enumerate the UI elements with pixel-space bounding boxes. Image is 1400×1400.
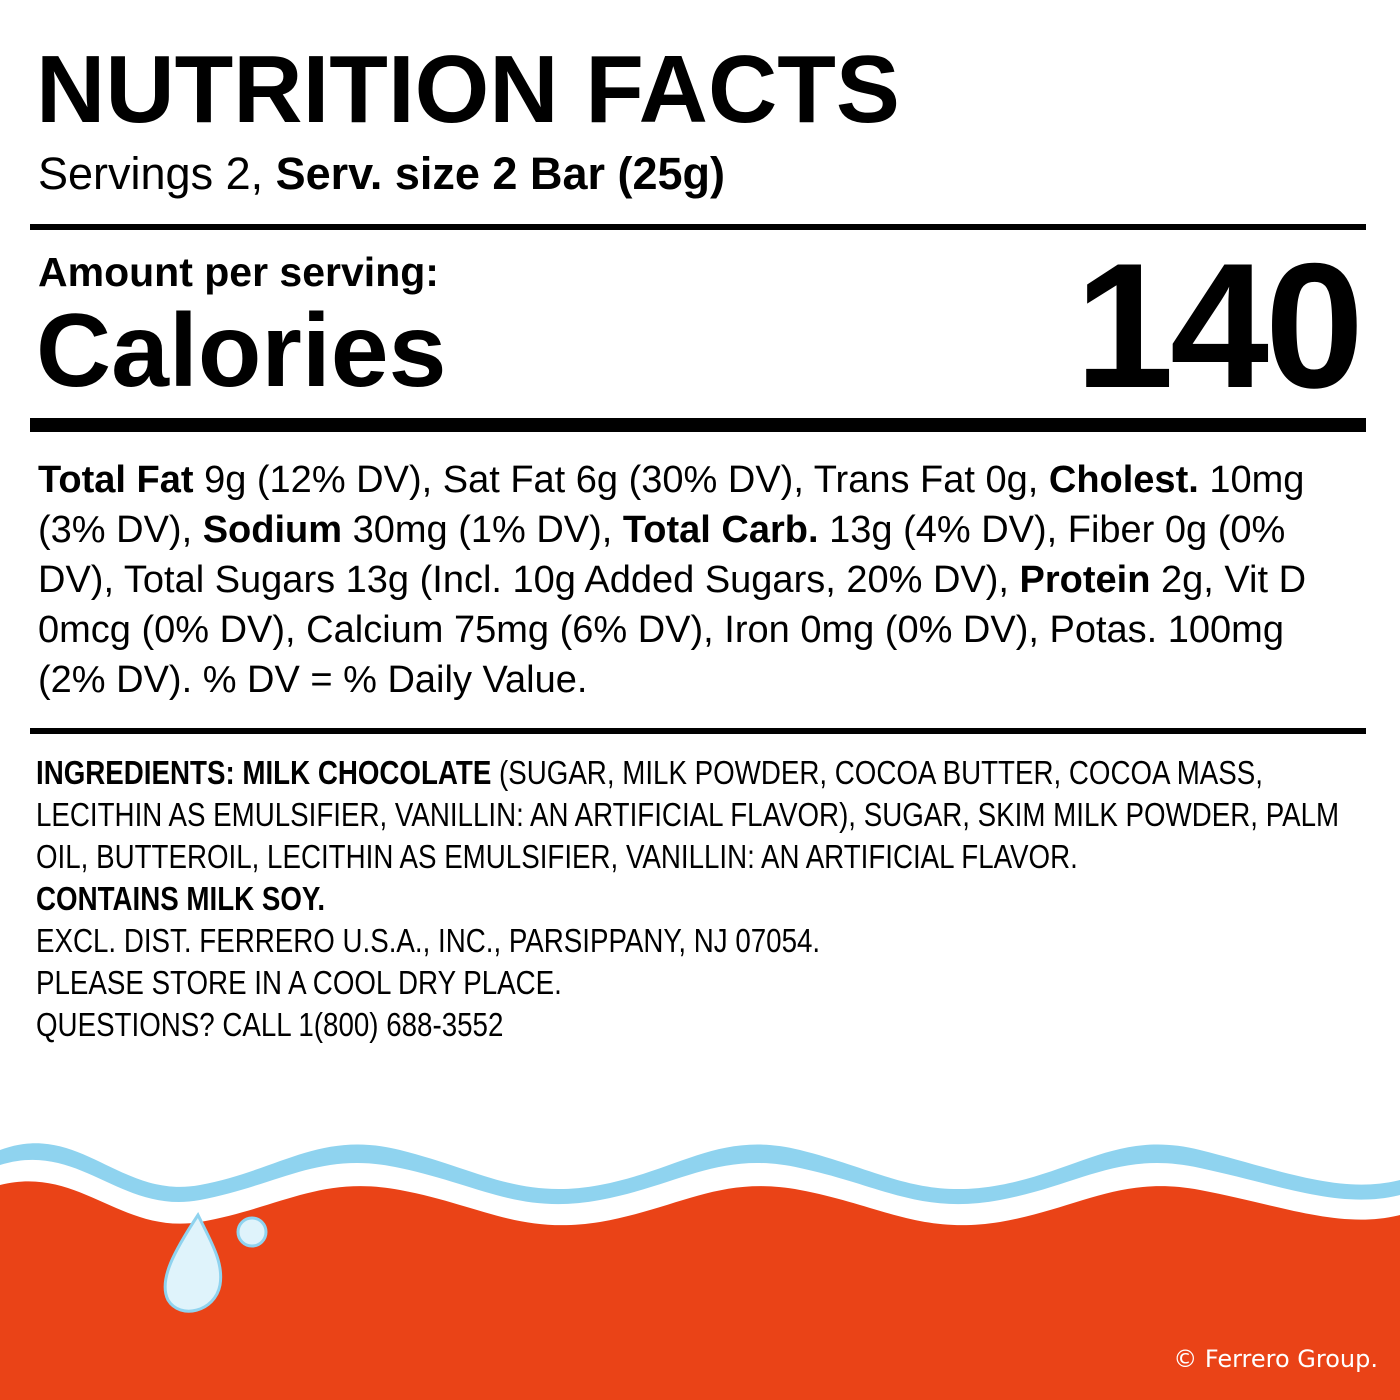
nutrient-run: Protein	[1019, 559, 1151, 601]
note-line: PLEASE STORE IN A COOL DRY PLACE.	[36, 964, 562, 1001]
nutrient-run: Sodium	[202, 509, 343, 551]
nutrient-run: 2g, Vit D 0mcg (0% DV), Calcium 75mg (6%…	[38, 559, 1307, 701]
ingredients-block: INGREDIENTS: MILK CHOCOLATE (SUGAR, MILK…	[36, 752, 1363, 1046]
nutrient-run: Cholest.	[1048, 459, 1199, 501]
ingredient-run: (SUGAR, MILK POWDER, COCOA BUTTER, COCOA…	[36, 754, 1340, 875]
calories-value: 140	[1075, 226, 1364, 425]
servings-run: Serv. size 2 Bar (25g)	[275, 148, 726, 199]
nutrient-run: 13g (4% DV), Fiber 0g (0% DV), Total Sug…	[38, 509, 1286, 601]
ingredients: INGREDIENTS: MILK CHOCOLATE (SUGAR, MILK…	[36, 752, 1363, 878]
nutrient-run: Total Carb.	[622, 509, 819, 551]
title: NUTRITION FACTS	[36, 36, 900, 143]
nutrient-run: Total Fat	[38, 459, 194, 501]
nutrient-run: 30mg (1% DV),	[342, 509, 623, 551]
notes: CONTAINS MILK SOY. EXCL. DIST. FERRERO U.…	[36, 878, 1363, 1046]
drop	[236, 1216, 268, 1248]
drop	[163, 1211, 223, 1313]
rule	[30, 418, 1366, 432]
servings: Servings 2, Serv. size 2 Bar (25g)	[38, 148, 725, 200]
amount-label: Amount per serving:	[38, 249, 439, 295]
note-line: QUESTIONS? CALL 1(800) 688-3552	[36, 1006, 504, 1043]
calories-label: Calories	[36, 293, 447, 409]
nutrient-run: 9g (12% DV), Sat Fat 6g (30% DV), Trans …	[193, 459, 1049, 501]
note-line: CONTAINS MILK SOY.	[36, 880, 326, 917]
note-line: EXCL. DIST. FERRERO U.S.A., INC., PARSIP…	[36, 922, 821, 959]
rule	[30, 224, 1366, 230]
ingredient-run: INGREDIENTS: MILK CHOCOLATE	[36, 754, 492, 791]
copyright: © Ferrero Group.	[1173, 1345, 1378, 1373]
wave-orange	[0, 1181, 1400, 1400]
rule	[30, 728, 1366, 734]
servings-run: Servings 2,	[38, 148, 276, 199]
nutrients: Total Fat 9g (12% DV), Sat Fat 6g (30% D…	[38, 455, 1358, 705]
nutrient-run: 10mg (3% DV),	[38, 459, 1305, 551]
